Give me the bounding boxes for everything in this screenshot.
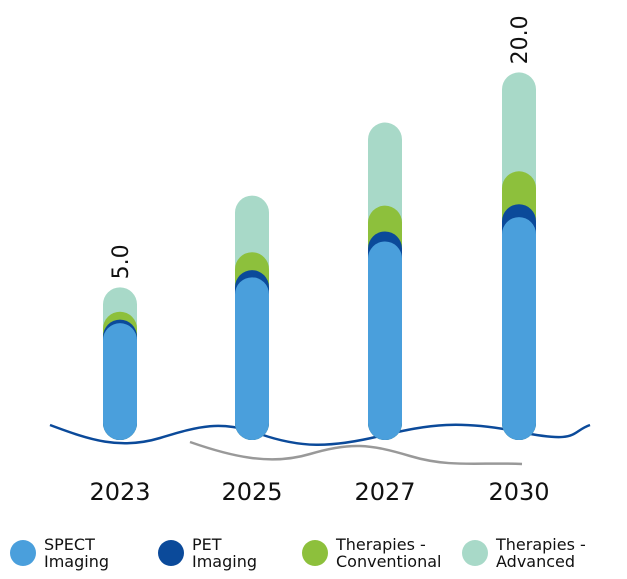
legend-item: PET Imaging: [158, 536, 262, 570]
x-tick-label: 2027: [354, 478, 415, 506]
total-label: 20.0: [508, 15, 533, 64]
bar-segment: [502, 217, 536, 440]
legend-swatch: [158, 540, 184, 566]
x-tick-label: 2023: [89, 478, 150, 506]
legend-swatch: [302, 540, 328, 566]
bar-segment: [235, 277, 269, 440]
legend-item: Therapies - Advanced: [462, 536, 608, 570]
x-tick-label: 2025: [221, 478, 282, 506]
legend-item: SPECT Imaging: [10, 536, 114, 570]
legend-label: Therapies - Advanced: [496, 535, 586, 571]
legend-item: Therapies - Conventional: [302, 536, 448, 570]
legend-swatch: [462, 540, 488, 566]
axis-break-wave: [189, 440, 523, 466]
legend-label: SPECT Imaging: [44, 535, 110, 571]
legend-swatch: [10, 540, 36, 566]
x-tick-label: 2030: [488, 478, 549, 506]
bar-segment: [368, 241, 402, 440]
legend-label: PET Imaging: [192, 535, 258, 571]
total-label: 5.0: [109, 244, 134, 279]
bar-segment: [103, 323, 137, 440]
legend-label: Therapies - Conventional: [336, 535, 442, 571]
